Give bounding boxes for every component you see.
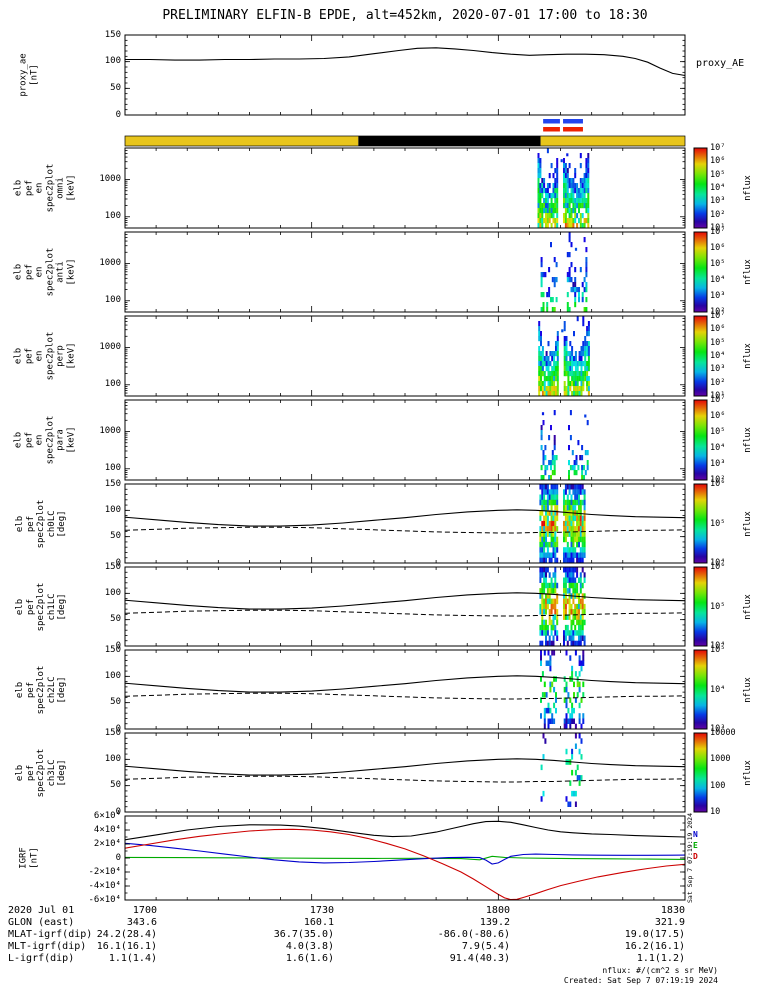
eph-value: 4.0(3.8) [285, 941, 334, 952]
eph-value: 321.9 [654, 917, 685, 928]
panel-proxy [124, 34, 686, 116]
panel-lc1 [124, 566, 708, 647]
eph-value: 1.1(1.2) [636, 953, 685, 964]
footer-nflux-units: nflux: #/(cm^2 s sr MeV) [602, 966, 718, 975]
eph-value: 160.1 [303, 917, 334, 928]
series-Bn [124, 842, 686, 865]
series-Btotal [124, 820, 686, 841]
eph-value: 7.9(5.4) [461, 941, 510, 952]
proxy-ae-right-label: proxy_AE [696, 58, 745, 69]
panel-igrf [124, 815, 686, 901]
panel-en_anti [124, 231, 708, 313]
eph-row: L-igrf(dip) 1.1(1.4) 1.6(1.6) 91.4(40.3) 1.1… [0, 953, 775, 965]
eph-value: 1.6(1.6) [285, 953, 334, 964]
eph-value: 1.1(1.4) [108, 953, 157, 964]
eph-row-label: L-igrf(dip) [8, 953, 75, 964]
eph-value: 19.0(17.5) [624, 929, 685, 940]
eph-row-label: MLAT-igrf(dip) [8, 929, 93, 940]
panel-en_para [124, 399, 708, 481]
panel-en_perp [124, 315, 708, 397]
eph-row: MLT-igrf(dip) 16.1(16.1) 4.0(3.8) 7.9(5.4) 1… [0, 941, 775, 953]
panel-lc3 [124, 732, 708, 813]
panel-lc0 [124, 483, 708, 564]
footer-created: Created: Sat Sep 7 07:19:19 2024 [563, 976, 718, 985]
eph-value: 24.2(28.4) [96, 929, 157, 940]
eph-value: 36.7(35.0) [273, 929, 334, 940]
igrf-letter-D: D [693, 852, 698, 861]
eph-value: 16.1(16.1) [96, 941, 157, 952]
igrf-letter-E: E [693, 841, 698, 850]
eph-row: MLAT-igrf(dip) 24.2(28.4) 36.7(35.0) -86.0(… [0, 929, 775, 941]
eph-row-label: GLON (east) [8, 917, 75, 928]
panel-orbit_bar [124, 119, 686, 147]
eph-value: 1830 [660, 905, 685, 916]
eph-value: 1730 [309, 905, 334, 916]
series-proxy_AE [125, 47, 686, 77]
series-Bd [124, 828, 686, 901]
igrf-letter-N: N [693, 830, 698, 839]
panel-en_omni [124, 147, 708, 229]
eph-value: 16.2(16.1) [624, 941, 685, 952]
eph-row-label: 2020 Jul 01 [8, 905, 75, 916]
side-timestamp: Sat Sep 7 07:19:19 2024 [686, 812, 694, 904]
footer: nflux: #/(cm^2 s sr MeV) Created: Sat Se… [564, 966, 718, 986]
eph-value: 91.4(40.3) [449, 953, 510, 964]
eph-value: -86.0(-80.6) [437, 929, 510, 940]
panel-lc2 [124, 649, 708, 730]
ephemeris-table: 2020 Jul 01 1700 1730 1800 1830 GLON (east) 34… [0, 905, 775, 967]
plot-title: PRELIMINARY ELFIN-B EPDE, alt=452km, 202… [162, 8, 648, 23]
eph-row: GLON (east) 343.6 160.1 139.2 321.9 [0, 917, 775, 929]
eph-value: 1800 [485, 905, 510, 916]
eph-value: 1700 [132, 905, 157, 916]
eph-value: 139.2 [479, 917, 510, 928]
eph-row-label: MLT-igrf(dip) [8, 941, 87, 952]
eph-value: 343.6 [126, 917, 157, 928]
eph-row: 2020 Jul 01 1700 1730 1800 1830 [0, 905, 775, 917]
